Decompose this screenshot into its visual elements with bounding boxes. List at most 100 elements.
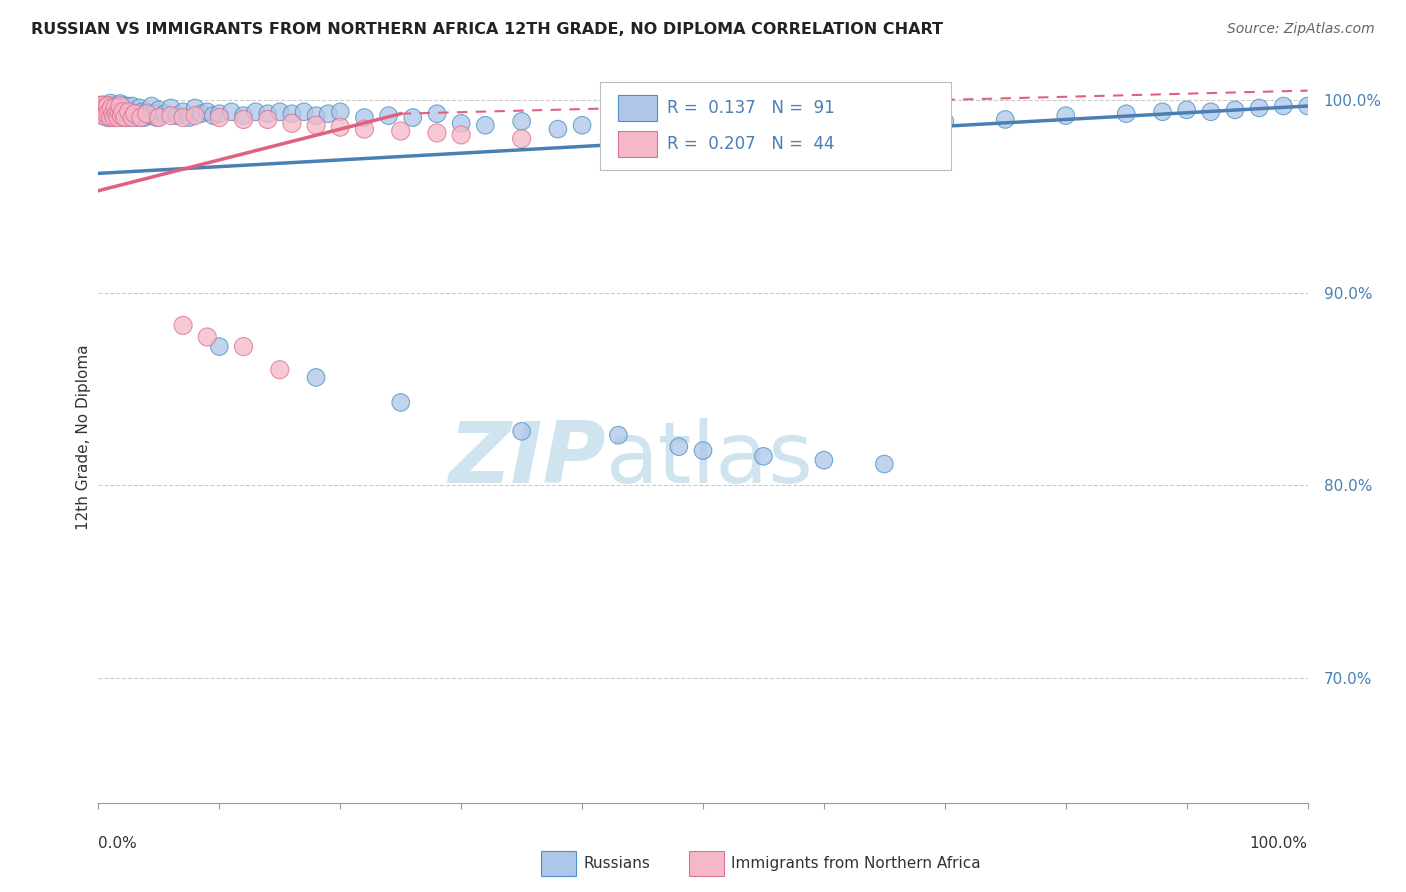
Point <box>117 99 139 113</box>
Text: R =  0.207   N =  44: R = 0.207 N = 44 <box>666 135 834 153</box>
Point <box>245 104 267 119</box>
Point <box>108 104 131 119</box>
Point <box>145 111 167 125</box>
Point <box>232 340 254 354</box>
Point <box>256 112 278 127</box>
Point <box>141 99 163 113</box>
Point <box>160 109 183 123</box>
Point <box>305 109 328 123</box>
Point <box>172 111 194 125</box>
Point <box>450 116 472 130</box>
Point <box>124 106 146 120</box>
Point <box>97 111 120 125</box>
Point <box>1249 101 1271 115</box>
Point <box>305 370 328 384</box>
Point <box>100 97 122 112</box>
Point <box>93 109 115 123</box>
Point <box>153 106 176 120</box>
Point <box>353 122 375 136</box>
Point <box>232 112 254 127</box>
Point <box>1175 103 1198 117</box>
Point <box>103 106 125 120</box>
Point <box>135 104 157 119</box>
Point <box>90 99 112 113</box>
Point <box>195 330 218 344</box>
Point <box>107 111 129 125</box>
Point <box>426 106 449 120</box>
Point <box>100 101 122 115</box>
Point <box>93 103 115 117</box>
Point <box>96 106 118 120</box>
Point <box>105 106 128 120</box>
Point <box>121 99 143 113</box>
Point <box>124 106 146 120</box>
Point <box>195 104 218 119</box>
Point <box>111 104 134 119</box>
Point <box>91 104 114 119</box>
Point <box>631 120 654 135</box>
Point <box>873 116 896 130</box>
Point <box>100 111 122 125</box>
Point <box>692 118 714 132</box>
Point <box>118 104 141 119</box>
Point <box>474 118 496 132</box>
Point <box>97 99 120 113</box>
Y-axis label: 12th Grade, No Diploma: 12th Grade, No Diploma <box>76 344 91 530</box>
Point <box>135 106 157 120</box>
Point <box>305 118 328 132</box>
Point <box>114 111 136 125</box>
Point <box>316 106 339 120</box>
Point <box>377 109 399 123</box>
Point <box>118 104 141 119</box>
Point <box>98 99 121 113</box>
Text: RUSSIAN VS IMMIGRANTS FROM NORTHERN AFRICA 12TH GRADE, NO DIPLOMA CORRELATION CH: RUSSIAN VS IMMIGRANTS FROM NORTHERN AFRI… <box>31 22 943 37</box>
Point <box>166 109 188 123</box>
Point <box>91 99 114 113</box>
Point <box>94 99 117 113</box>
Point <box>172 104 194 119</box>
Point <box>269 104 291 119</box>
Point <box>934 114 956 128</box>
Point <box>91 109 114 123</box>
Point <box>510 132 533 146</box>
Point <box>269 362 291 376</box>
Point <box>208 106 231 120</box>
Point <box>105 104 128 119</box>
Point <box>692 443 714 458</box>
Text: R =  0.137   N =  91: R = 0.137 N = 91 <box>666 99 835 117</box>
Point <box>292 104 315 119</box>
Point <box>111 111 134 125</box>
Point <box>571 118 593 132</box>
Point <box>110 109 132 123</box>
Point <box>329 104 352 119</box>
Point <box>100 104 122 119</box>
Point <box>607 428 630 442</box>
Point <box>994 112 1017 127</box>
Point <box>426 126 449 140</box>
Point <box>547 122 569 136</box>
Point <box>143 106 166 120</box>
Point <box>450 128 472 142</box>
Point <box>148 111 170 125</box>
Point <box>108 101 131 115</box>
Point <box>813 453 835 467</box>
Point <box>172 318 194 333</box>
Point <box>281 116 304 130</box>
Text: atlas: atlas <box>606 417 814 500</box>
Text: Russians: Russians <box>583 856 651 871</box>
Point <box>184 109 207 123</box>
Point <box>131 104 153 119</box>
Text: Immigrants from Northern Africa: Immigrants from Northern Africa <box>731 856 981 871</box>
Point <box>112 99 135 113</box>
Bar <box>619 95 657 120</box>
Point <box>110 106 132 120</box>
Point <box>752 450 775 464</box>
Point <box>138 109 160 123</box>
Point <box>148 103 170 117</box>
Point <box>190 106 212 120</box>
Point <box>98 104 121 119</box>
Point <box>202 109 225 123</box>
Point <box>208 340 231 354</box>
Point <box>256 106 278 120</box>
Point <box>752 120 775 135</box>
